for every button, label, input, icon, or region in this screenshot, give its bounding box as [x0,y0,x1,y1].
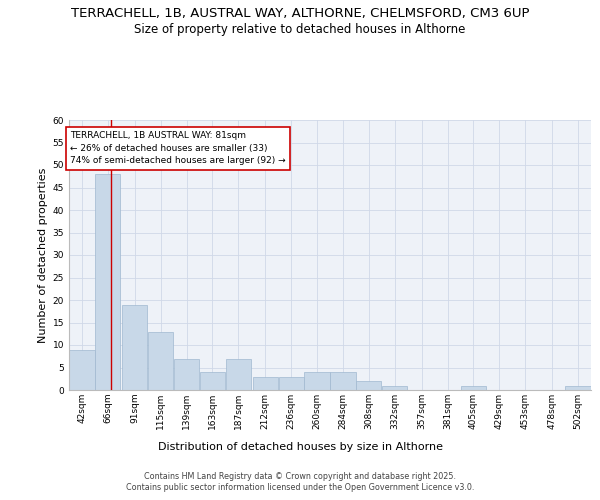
Text: Size of property relative to detached houses in Althorne: Size of property relative to detached ho… [134,22,466,36]
Text: TERRACHELL, 1B AUSTRAL WAY: 81sqm
← 26% of detached houses are smaller (33)
74% : TERRACHELL, 1B AUSTRAL WAY: 81sqm ← 26% … [70,131,286,165]
Bar [253,376,278,390]
Text: Contains HM Land Registry data © Crown copyright and database right 2025.
Contai: Contains HM Land Registry data © Crown c… [126,472,474,492]
Bar [95,174,121,390]
Text: Distribution of detached houses by size in Althorne: Distribution of detached houses by size … [157,442,443,452]
Bar [461,386,486,390]
Bar [70,350,95,390]
Bar [200,372,225,390]
Bar [278,376,304,390]
Bar [122,304,148,390]
Bar [148,332,173,390]
Bar [331,372,356,390]
Text: TERRACHELL, 1B, AUSTRAL WAY, ALTHORNE, CHELMSFORD, CM3 6UP: TERRACHELL, 1B, AUSTRAL WAY, ALTHORNE, C… [71,8,529,20]
Y-axis label: Number of detached properties: Number of detached properties [38,168,49,342]
Bar [565,386,590,390]
Bar [382,386,407,390]
Bar [174,358,199,390]
Bar [356,381,382,390]
Bar [304,372,329,390]
Bar [226,358,251,390]
